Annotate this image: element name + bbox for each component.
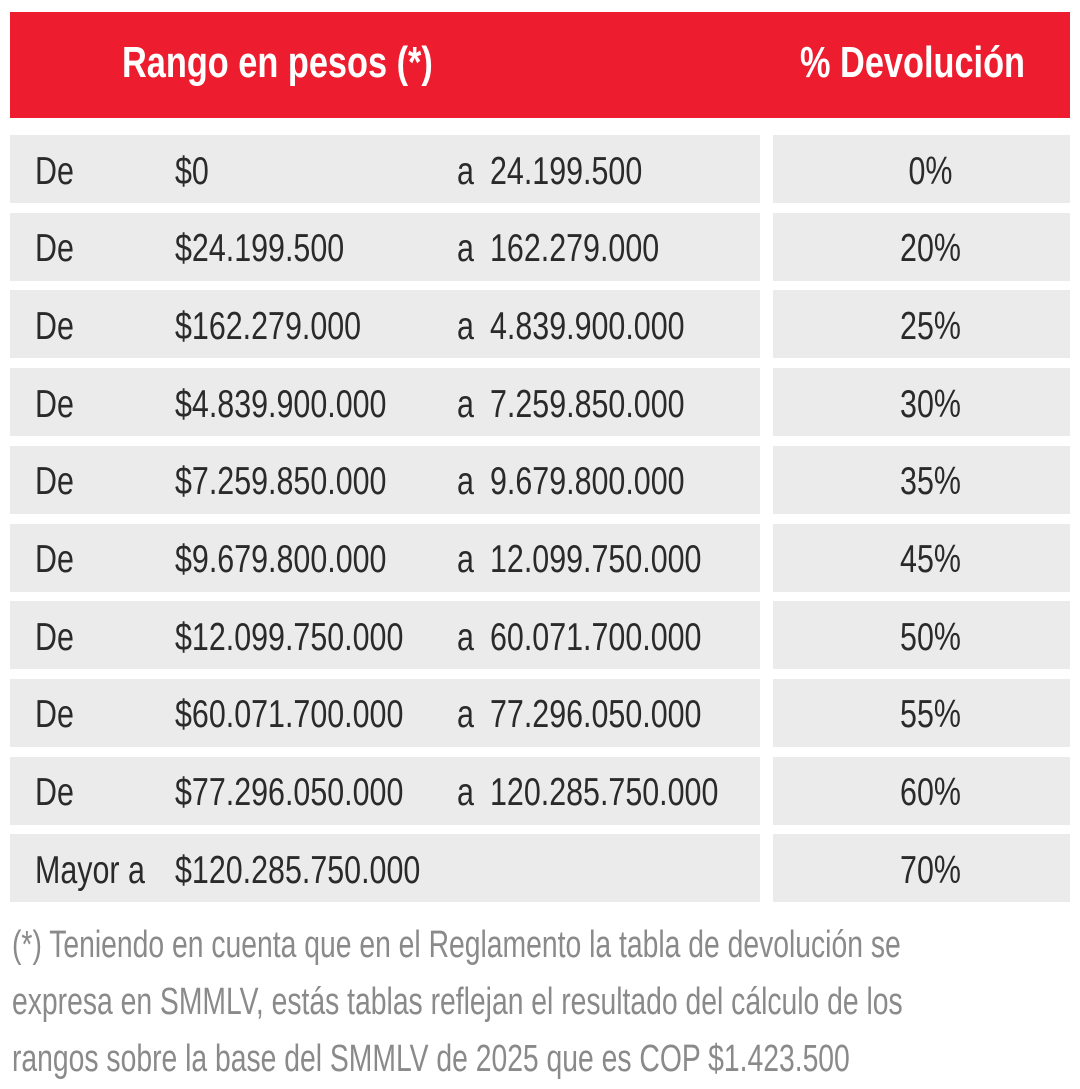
table-header: Rango en pesos (*) % Devolución: [10, 12, 1070, 118]
percent-value: 70%: [900, 848, 961, 892]
header-percent: % Devolución: [800, 38, 1026, 87]
percent-cell: 50%: [773, 601, 1070, 670]
range-from: $12.099.750.000: [175, 615, 404, 659]
footnote-line: rangos sobre la base del SMMLV de 2025 q…: [12, 1038, 850, 1080]
range-from: $120.285.750.000: [175, 848, 421, 892]
range-cell: De $162.279.000 a 4.839.900.000: [10, 290, 760, 359]
range-from: $9.679.800.000: [175, 538, 387, 581]
range-from: $4.839.900.000: [175, 382, 387, 426]
range-connector: a: [457, 304, 474, 348]
range-cell: Mayor a $120.285.750.000: [10, 834, 760, 903]
percent-cell: 20%: [773, 212, 1070, 281]
range-to: 77.296.050.000: [490, 693, 702, 737]
row-prefix: De: [35, 149, 74, 193]
row-prefix: Mayor a: [35, 848, 145, 892]
range-to: 162.279.000: [490, 227, 660, 271]
range-cell: De $9.679.800.000 a 12.099.750.000: [10, 523, 760, 592]
range-connector: a: [457, 382, 474, 426]
range-from: $7.259.850.000: [175, 460, 387, 504]
row-prefix: De: [35, 460, 74, 504]
range-from: $24.199.500: [175, 227, 345, 271]
percent-cell: 60%: [773, 756, 1070, 825]
percent-value: 60%: [900, 771, 961, 815]
percent-value: 50%: [900, 615, 961, 659]
range-cell: De $60.071.700.000 a 77.296.050.000: [10, 678, 760, 747]
percent-cell: 70%: [773, 834, 1070, 903]
percent-value: 55%: [900, 693, 961, 737]
range-to: 4.839.900.000: [490, 304, 685, 348]
percent-cell: 25%: [773, 290, 1070, 359]
row-prefix: De: [35, 382, 74, 426]
row-prefix: De: [35, 615, 74, 659]
range-cell: De $12.099.750.000 a 60.071.700.000: [10, 601, 760, 670]
range-connector: a: [457, 615, 474, 659]
range-cell: De $77.296.050.000 a 120.285.750.000: [10, 756, 760, 825]
percent-value: 25%: [900, 304, 961, 348]
row-prefix: De: [35, 538, 74, 581]
percent-cell: 0%: [773, 135, 1070, 203]
range-cell: De $7.259.850.000 a 9.679.800.000: [10, 445, 760, 514]
percent-value: 30%: [900, 382, 961, 426]
percent-value: 35%: [900, 460, 961, 504]
range-cell: De $0 a 24.199.500: [10, 135, 760, 203]
range-from: $162.279.000: [175, 304, 362, 348]
range-from: $60.071.700.000: [175, 693, 404, 737]
range-connector: a: [457, 227, 474, 271]
range-to: 7.259.850.000: [490, 382, 685, 426]
range-from: $77.296.050.000: [175, 771, 404, 815]
percent-cell: 35%: [773, 445, 1070, 514]
percent-value: 45%: [900, 538, 961, 581]
footnote-line: expresa en SMMLV, estás tablas reflejan …: [12, 981, 903, 1023]
range-connector: a: [457, 149, 474, 193]
range-connector: a: [457, 460, 474, 504]
footnote-line: (*) Teniendo en cuenta que en el Reglame…: [12, 924, 901, 966]
percent-cell: 55%: [773, 678, 1070, 747]
row-prefix: De: [35, 304, 74, 348]
range-to: 120.285.750.000: [490, 771, 719, 815]
row-prefix: De: [35, 771, 74, 815]
range-cell: De $24.199.500 a 162.279.000: [10, 212, 760, 281]
range-connector: a: [457, 771, 474, 815]
range-to: 9.679.800.000: [490, 460, 685, 504]
percent-value: 0%: [908, 149, 953, 193]
row-prefix: De: [35, 693, 74, 737]
percent-cell: 30%: [773, 368, 1070, 437]
range-to: 12.099.750.000: [490, 538, 702, 581]
percent-cell: 45%: [773, 523, 1070, 592]
percent-value: 20%: [900, 227, 961, 271]
header-range: Rango en pesos (*): [122, 38, 433, 87]
range-to: 24.199.500: [490, 149, 643, 193]
range-to: 60.071.700.000: [490, 615, 702, 659]
range-connector: a: [457, 538, 474, 581]
row-prefix: De: [35, 227, 74, 271]
range-from: $0: [175, 149, 209, 193]
range-connector: a: [457, 693, 474, 737]
range-cell: De $4.839.900.000 a 7.259.850.000: [10, 368, 760, 437]
